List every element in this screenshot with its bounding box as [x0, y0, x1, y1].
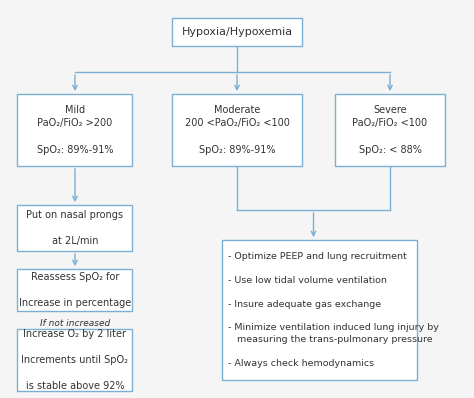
Text: - Optimize PEEP and lung recruitment

- Use low tidal volume ventilation

- Insu: - Optimize PEEP and lung recruitment - U…	[228, 252, 439, 368]
Text: Hypoxia/Hypoxemia: Hypoxia/Hypoxemia	[182, 27, 292, 37]
Text: Put on nasal prongs

at 2L/min: Put on nasal prongs at 2L/min	[27, 210, 124, 246]
Bar	[18, 94, 133, 166]
Text: If not increased: If not increased	[40, 318, 110, 328]
Text: Moderate
200 <PaO₂/FiO₂ <100

SpO₂: 89%-91%: Moderate 200 <PaO₂/FiO₂ <100 SpO₂: 89%-9…	[184, 105, 290, 155]
Text: Increase O₂ by 2 liter

Increments until SpO₂

is stable above 92%: Increase O₂ by 2 liter Increments until …	[21, 329, 128, 391]
Bar	[172, 18, 302, 46]
Bar	[18, 205, 133, 251]
Bar	[18, 329, 133, 391]
Bar	[18, 269, 133, 311]
Bar	[222, 240, 418, 380]
Bar	[335, 94, 445, 166]
Bar	[172, 94, 302, 166]
Text: Reassess SpO₂ for

Increase in percentage: Reassess SpO₂ for Increase in percentage	[19, 272, 131, 308]
Text: Mild
PaO₂/FiO₂ >200

SpO₂: 89%-91%: Mild PaO₂/FiO₂ >200 SpO₂: 89%-91%	[37, 105, 113, 155]
Text: Severe
PaO₂/FiO₂ <100

SpO₂: < 88%: Severe PaO₂/FiO₂ <100 SpO₂: < 88%	[353, 105, 428, 155]
